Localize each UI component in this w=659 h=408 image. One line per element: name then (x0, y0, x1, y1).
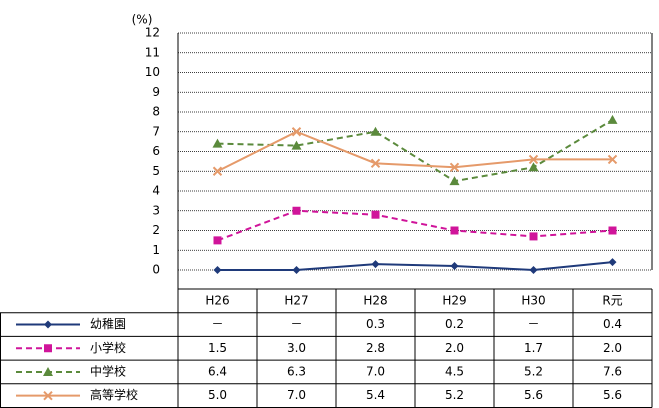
marker (371, 260, 380, 269)
x-tick-label: H27 (284, 293, 308, 307)
table-value: 2.8 (366, 341, 385, 355)
marker (44, 320, 52, 329)
marker (213, 266, 222, 274)
marker (370, 158, 381, 169)
marker (43, 366, 53, 376)
table-value: 5.6 (603, 388, 622, 402)
table-value: 7.0 (366, 364, 385, 378)
table-value: 5.2 (524, 364, 543, 378)
y-tick-label: 0 (152, 263, 160, 277)
marker (212, 138, 223, 148)
table-value: 5.6 (524, 388, 543, 402)
table-value: 0.2 (445, 317, 464, 331)
y-tick-label: 3 (152, 203, 160, 217)
table-value: － (290, 317, 302, 331)
marker (529, 232, 538, 241)
x-tick-label: H26 (205, 293, 229, 307)
x-tick-label: H30 (521, 293, 545, 307)
marker (370, 126, 381, 136)
marker (371, 210, 380, 219)
table-value: 7.0 (287, 388, 306, 402)
y-tick-label: 11 (145, 45, 160, 59)
table-value: 1.7 (524, 341, 543, 355)
unit-label: (%) (132, 13, 153, 27)
table-value: 2.0 (445, 341, 464, 355)
table-value: 6.3 (287, 364, 306, 378)
table-value: － (527, 317, 539, 331)
marker (43, 390, 53, 401)
marker (607, 154, 618, 165)
x-tick-label: H28 (363, 293, 387, 307)
table-value: 5.2 (445, 388, 464, 402)
x-tick-label: H29 (442, 293, 466, 307)
marker (449, 162, 460, 173)
marker (449, 176, 460, 186)
y-tick-label: 12 (145, 26, 160, 40)
y-tick-label: 5 (152, 164, 160, 178)
table-value: － (211, 317, 223, 331)
marker (450, 262, 459, 271)
marker (607, 114, 618, 124)
table-value: 1.5 (208, 341, 227, 355)
table-value: 2.0 (603, 341, 622, 355)
table-value: 5.4 (366, 388, 385, 402)
y-tick-label: 10 (145, 65, 160, 79)
marker (213, 236, 222, 245)
y-tick-label: 2 (152, 223, 160, 237)
marker (291, 140, 302, 150)
table-value: 5.0 (208, 388, 227, 402)
series-line (217, 209, 613, 242)
table-value: 0.4 (603, 317, 622, 331)
table-value: 0.3 (366, 317, 385, 331)
y-tick-label: 7 (152, 124, 160, 138)
marker (608, 258, 617, 267)
y-tick-label: 4 (152, 184, 160, 198)
marker (608, 226, 617, 235)
table-value: 4.5 (445, 364, 464, 378)
marker (44, 344, 52, 353)
legend-label: 中学校 (90, 363, 126, 378)
series-line (217, 130, 613, 173)
marker (292, 206, 301, 215)
legend-label: 高等学校 (90, 387, 138, 402)
y-tick-label: 9 (152, 85, 160, 99)
marker (291, 127, 302, 137)
marker (528, 154, 539, 165)
legend-label: 小学校 (90, 340, 126, 355)
marker (528, 162, 539, 172)
table-value: 7.6 (603, 364, 622, 378)
marker (529, 266, 538, 274)
series-line (217, 119, 614, 183)
marker (292, 266, 301, 274)
table-value: 6.4 (208, 364, 227, 378)
y-tick-label: 1 (152, 243, 160, 257)
marker (450, 226, 459, 235)
series-line (217, 261, 613, 272)
y-tick-label: 6 (152, 144, 160, 158)
x-tick-label: R元 (602, 293, 622, 307)
table-value: 3.0 (287, 341, 306, 355)
legend-label: 幼稚園 (90, 317, 126, 331)
y-tick-label: 8 (152, 105, 160, 119)
marker (212, 166, 223, 176)
